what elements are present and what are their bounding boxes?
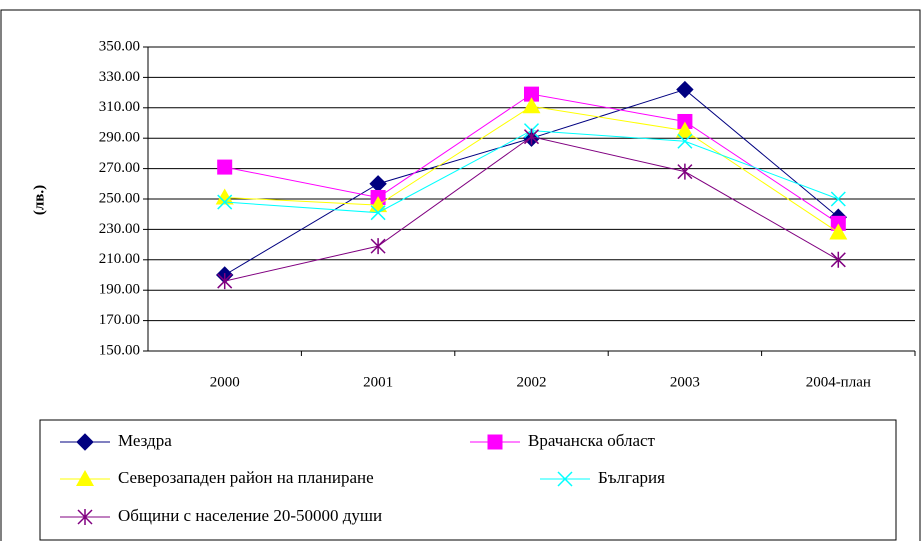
legend-label: Северозападен район на планиране — [118, 468, 374, 487]
y-tick-label: 230.00 — [99, 221, 140, 237]
legend-marker — [76, 433, 94, 451]
x-tick-label: 2001 — [363, 374, 393, 390]
series-line — [224, 89, 839, 276]
marker — [215, 188, 234, 205]
legend-marker — [77, 509, 93, 525]
y-tick-label: 190.00 — [99, 282, 140, 298]
marker — [830, 251, 846, 268]
x-tick-label: 2002 — [517, 374, 547, 390]
legend-label: Мездра — [118, 431, 172, 450]
legend-label: Общини с население 20-50000 души — [118, 506, 382, 525]
marker — [677, 163, 693, 180]
y-tick-label: 270.00 — [99, 160, 140, 176]
marker — [830, 215, 846, 231]
x-tick-label: 2004-план — [806, 374, 871, 390]
legend-marker — [76, 470, 94, 486]
y-axis-label: (лв.) — [31, 185, 47, 215]
marker — [370, 205, 386, 221]
marker — [522, 97, 541, 114]
marker — [829, 223, 848, 240]
x-tick-label: 2003 — [670, 374, 700, 390]
x-tick-label: 2000 — [210, 374, 240, 390]
legend-marker — [557, 471, 573, 487]
marker — [675, 121, 694, 138]
marker — [370, 238, 386, 255]
y-tick-label: 150.00 — [99, 342, 140, 358]
y-tick-label: 330.00 — [99, 69, 140, 85]
marker — [217, 159, 233, 175]
marker — [524, 86, 539, 102]
legend-label: България — [598, 468, 665, 487]
y-tick-label: 290.00 — [99, 130, 140, 146]
marker — [523, 128, 540, 145]
marker — [217, 194, 233, 210]
marker — [217, 273, 233, 290]
chart-border — [0, 9, 921, 541]
series-line — [224, 93, 839, 224]
marker — [677, 113, 693, 129]
marker — [369, 175, 387, 193]
y-tick-label: 210.00 — [99, 251, 140, 267]
legend-box — [39, 419, 897, 541]
legend-label: Врачанска област — [528, 431, 656, 450]
y-tick-label: 350.00 — [99, 38, 140, 54]
y-tick-label: 250.00 — [99, 190, 140, 206]
series-line — [224, 105, 839, 233]
y-tick-label: 310.00 — [99, 99, 140, 115]
legend-marker — [487, 434, 503, 450]
marker — [677, 133, 693, 149]
marker — [830, 191, 846, 207]
y-tick-label: 170.00 — [99, 312, 140, 328]
marker — [676, 80, 694, 99]
